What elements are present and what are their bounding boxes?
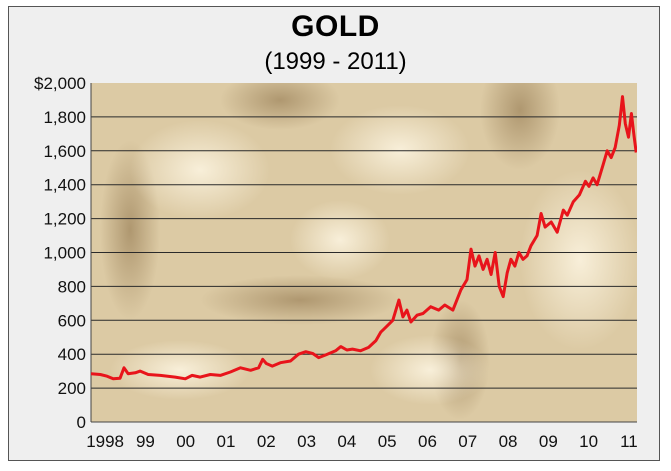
x-tick-label: 09 bbox=[539, 432, 558, 451]
x-tick-label: 02 bbox=[257, 432, 276, 451]
y-tick-label: 400 bbox=[58, 345, 86, 364]
y-tick-label: 200 bbox=[58, 379, 86, 398]
y-tick-label: 1,000 bbox=[43, 244, 86, 263]
y-tick-label: 0 bbox=[77, 413, 86, 432]
y-tick-label: 1,600 bbox=[43, 142, 86, 161]
y-tick-label: 1,800 bbox=[43, 108, 86, 127]
y-tick-label: 600 bbox=[58, 311, 86, 330]
chart-subtitle: (1999 - 2011) bbox=[264, 48, 407, 75]
x-tick-label: 05 bbox=[378, 432, 397, 451]
x-tick-label: 10 bbox=[579, 432, 598, 451]
y-tick-label: $2,000 bbox=[34, 74, 86, 93]
gold-price-line bbox=[91, 95, 637, 381]
x-tick-label: 99 bbox=[136, 432, 155, 451]
y-tick-label: 800 bbox=[58, 277, 86, 296]
plot-background bbox=[91, 83, 637, 422]
x-tick-label: 00 bbox=[176, 432, 195, 451]
y-tick-label: 1,200 bbox=[43, 210, 86, 229]
x-tick-label: 1998 bbox=[86, 432, 124, 451]
y-tick-label: 1,400 bbox=[43, 176, 86, 195]
x-tick-label: 03 bbox=[297, 432, 316, 451]
x-tick-label: 11 bbox=[620, 432, 638, 451]
x-tick-label: 06 bbox=[418, 432, 437, 451]
x-tick-label: 01 bbox=[217, 432, 236, 451]
x-tick-label: 08 bbox=[499, 432, 518, 451]
chart-title: GOLD bbox=[291, 10, 380, 43]
x-tick-label: 07 bbox=[458, 432, 477, 451]
x-tick-label: 04 bbox=[337, 432, 356, 451]
